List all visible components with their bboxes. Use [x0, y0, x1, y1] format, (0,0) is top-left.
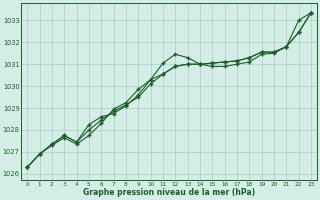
- X-axis label: Graphe pression niveau de la mer (hPa): Graphe pression niveau de la mer (hPa): [83, 188, 255, 197]
